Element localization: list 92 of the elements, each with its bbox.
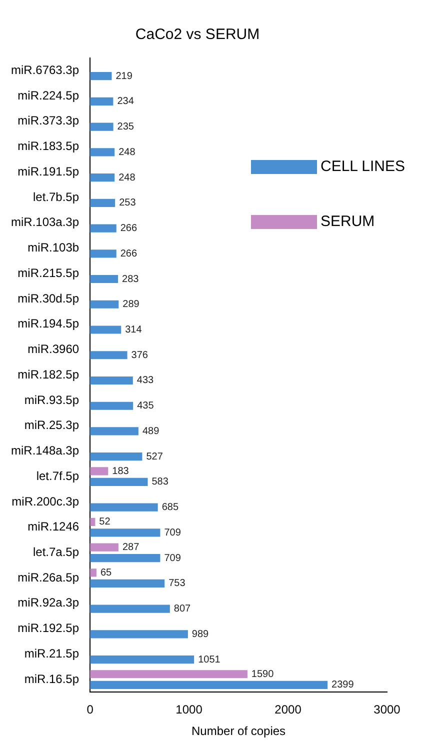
y-tick-label: miR.103b xyxy=(28,240,80,255)
y-tick-label: miR.191.5p xyxy=(18,164,80,178)
bar xyxy=(90,568,96,577)
bar xyxy=(90,122,114,131)
data-label: 248 xyxy=(118,172,136,184)
bar xyxy=(90,680,328,689)
data-label: 234 xyxy=(117,96,134,108)
y-tick-label: miR.183.5p xyxy=(18,139,80,154)
x-tick-label: 0 xyxy=(86,702,94,717)
bar xyxy=(90,670,248,678)
data-label: 376 xyxy=(131,350,148,361)
bar xyxy=(90,72,112,80)
data-label: 709 xyxy=(164,552,182,564)
data-label: 65 xyxy=(100,567,112,578)
bar xyxy=(90,543,118,552)
data-label: 527 xyxy=(146,451,164,462)
y-tick-label: miR.93.5p xyxy=(24,392,80,407)
bar xyxy=(90,452,142,461)
bar xyxy=(90,554,160,562)
y-tick-label: miR.30d.5p xyxy=(18,291,80,306)
data-label: 753 xyxy=(168,578,186,590)
data-label: 2399 xyxy=(332,680,354,691)
bar xyxy=(90,467,108,476)
y-tick-label: miR.3960 xyxy=(28,342,80,356)
bar xyxy=(90,274,118,284)
x-tick-label: 1000 xyxy=(176,702,203,717)
chart-title: CaCo2 vs SERUM xyxy=(135,26,260,44)
y-tick-label: miR.25.3p xyxy=(24,418,80,432)
legend-label: CELL LINES xyxy=(320,158,405,175)
legend-label: SERUM xyxy=(320,213,375,230)
y-tick-label: miR.224.5p xyxy=(18,88,80,102)
data-label: 219 xyxy=(116,70,133,82)
bar xyxy=(90,427,138,436)
bar xyxy=(90,224,116,232)
bar xyxy=(90,198,116,207)
bar xyxy=(90,604,170,613)
y-tick-label: miR.21.5p xyxy=(24,646,80,660)
data-label: 283 xyxy=(122,274,140,285)
y-tick-label: miR.215.5p xyxy=(18,266,80,280)
y-tick-label: miR.200c.3p xyxy=(12,494,80,508)
data-label: 266 xyxy=(120,248,138,260)
data-label: 709 xyxy=(164,527,182,538)
y-tick-label: miR.182.5p xyxy=(18,367,80,382)
bar xyxy=(90,174,115,182)
y-tick-label: let.7b.5p xyxy=(32,190,80,204)
y-tick-label: miR.92a.3p xyxy=(18,596,80,610)
data-label: 266 xyxy=(120,223,138,234)
data-label: 1590 xyxy=(251,668,274,680)
bar xyxy=(90,97,114,106)
data-label: 183 xyxy=(112,466,130,477)
data-label: 489 xyxy=(142,426,160,437)
y-tick-label: miR.103a.3p xyxy=(10,215,80,230)
bar xyxy=(90,300,119,308)
bar xyxy=(90,579,165,588)
bar xyxy=(90,478,148,486)
bar xyxy=(90,655,194,664)
data-label: 248 xyxy=(118,146,136,158)
data-label: 1051 xyxy=(198,654,221,666)
y-tick-label: miR.6763.3p xyxy=(10,62,80,77)
bar xyxy=(90,503,158,512)
data-label: 433 xyxy=(136,375,154,386)
x-tick-label: 2000 xyxy=(274,702,302,717)
y-tick-label: miR.1246 xyxy=(28,520,80,534)
x-tick-label: 3000 xyxy=(374,702,401,717)
bar xyxy=(90,351,128,360)
bar xyxy=(90,250,116,258)
data-label: 989 xyxy=(192,628,210,640)
y-tick-label: let.7f.5p xyxy=(36,468,80,483)
data-label: 289 xyxy=(122,299,140,310)
y-tick-label: miR.26a.5p xyxy=(18,570,80,584)
y-tick-label: miR.194.5p xyxy=(18,316,80,331)
bar xyxy=(90,630,188,638)
y-tick-label: miR.16.5p xyxy=(24,672,80,686)
bar xyxy=(90,148,115,156)
data-label: 235 xyxy=(117,122,134,133)
data-label: 52 xyxy=(99,516,111,528)
data-label: 685 xyxy=(162,502,179,514)
bar xyxy=(90,376,133,385)
y-tick-label: miR.192.5p xyxy=(18,621,80,636)
y-tick-label: miR.148a.3p xyxy=(10,444,80,458)
data-label: 287 xyxy=(122,542,140,554)
data-label: 583 xyxy=(152,476,169,488)
data-label: 314 xyxy=(125,324,142,336)
y-tick-label: miR.373.3p xyxy=(18,114,80,128)
x-axis-title: Number of copies xyxy=(191,724,286,738)
bar xyxy=(90,326,122,334)
bar xyxy=(90,402,134,410)
data-label: 435 xyxy=(137,400,154,412)
bar xyxy=(90,528,160,537)
data-label: 807 xyxy=(174,604,192,615)
data-label: 253 xyxy=(119,198,136,209)
y-tick-label: let.7a.5p xyxy=(32,544,80,559)
